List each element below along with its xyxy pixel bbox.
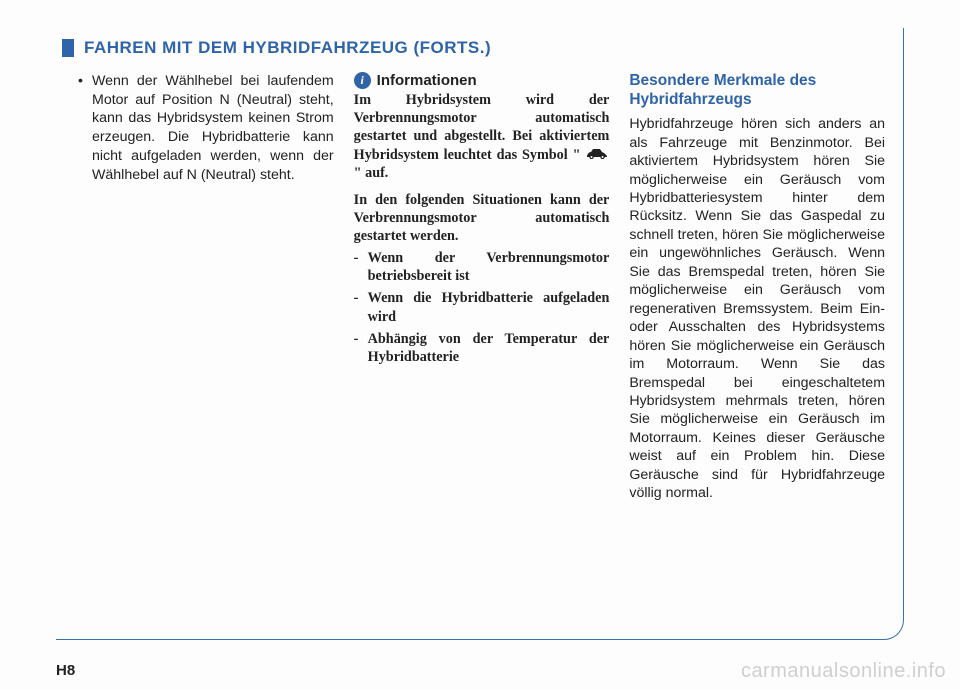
info-p1-a: Im Hybridsystem wird der Verbrennungsmot…: [354, 92, 610, 163]
info-p1-b: " auf.: [354, 165, 389, 181]
columns-container: • Wenn der Wählhebel bei laufendem Motor…: [56, 72, 885, 503]
list-marker: -: [354, 330, 368, 366]
info-paragraph-2: In den folgenden Situationen kann der Ve…: [354, 191, 610, 246]
section-header: FAHREN MIT DEM HYBRIDFAHRZEUG (FORTS.): [56, 38, 885, 58]
list-marker: -: [354, 249, 368, 285]
info-list-item-3: - Abhängig von der Temperatur der Hybrid…: [354, 330, 610, 366]
info-list-item-2: - Wenn die Hybridbatterie aufgeladen wir…: [354, 289, 610, 325]
list-text: Abhängig von der Temperatur der Hybridba…: [368, 330, 610, 366]
page: FAHREN MIT DEM HYBRIDFAHRZEUG (FORTS.) •…: [0, 0, 960, 689]
body-text: Hybridfahrzeuge hören sich anders an als…: [629, 115, 885, 503]
section-title: Besondere Merkmale des Hybridfahrzeugs: [629, 72, 885, 109]
column-2: i Informationen Im Hybridsystem wird der…: [354, 72, 610, 503]
watermark: carmanualsonline.info: [741, 660, 946, 683]
header-title: FAHREN MIT DEM HYBRIDFAHRZEUG (FORTS.): [84, 38, 491, 58]
list-marker: -: [354, 289, 368, 325]
bullet-item: • Wenn der Wählhebel bei laufendem Motor…: [78, 72, 334, 184]
info-icon: i: [354, 72, 371, 89]
info-paragraph-1: Im Hybridsystem wird der Verbrennungsmot…: [354, 91, 610, 183]
info-heading: i Informationen: [354, 72, 610, 89]
bullet-marker: •: [78, 72, 92, 184]
info-list-item-1: - Wenn der Verbrennungsmotor betriebsber…: [354, 249, 610, 285]
content-frame: FAHREN MIT DEM HYBRIDFAHRZEUG (FORTS.) •…: [56, 28, 904, 640]
column-3: Besondere Merkmale des Hybridfahrzeugs H…: [629, 72, 885, 503]
bullet-text: Wenn der Wählhebel bei laufendem Motor a…: [92, 72, 334, 184]
list-text: Wenn der Verbrennungsmotor betriebsberei…: [368, 249, 610, 285]
column-1: • Wenn der Wählhebel bei laufendem Motor…: [78, 72, 334, 503]
page-number: H8: [56, 662, 75, 679]
header-accent-bar: [62, 39, 74, 57]
info-title: Informationen: [377, 72, 477, 89]
spacer: [354, 183, 610, 191]
car-symbol-icon: [585, 146, 609, 164]
list-text: Wenn die Hybridbatterie aufgeladen wird: [368, 289, 610, 325]
